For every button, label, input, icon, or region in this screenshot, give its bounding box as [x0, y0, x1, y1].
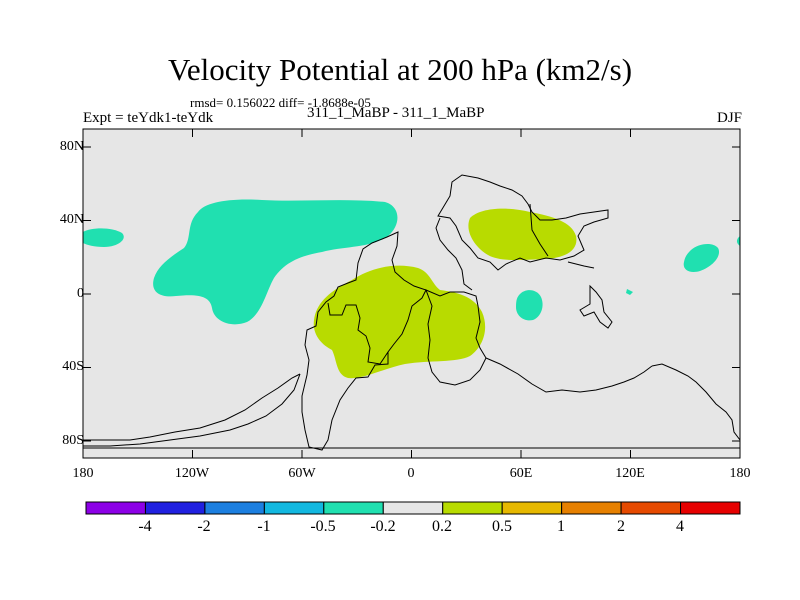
experiment-label: Expt = teYdk1-teYdk	[83, 110, 214, 126]
coast-antarctica	[83, 373, 301, 441]
colorbar-swatch	[382, 501, 444, 515]
lon-tick-label: 180	[72, 466, 94, 481]
stats-line: rmsd= 0.156022 diff= -1.8688e-05	[190, 95, 371, 110]
colorbar-label: -0.2	[370, 518, 396, 535]
lat-tick-label: 80S	[62, 433, 84, 448]
colorbar-label: 0.5	[492, 518, 512, 535]
colorbar-swatch	[680, 501, 741, 515]
colorbar-swatch	[144, 501, 206, 515]
pos-region-eurasia	[468, 208, 577, 261]
colorbar-label: 0.2	[432, 518, 452, 535]
axis-ticks	[82, 129, 741, 458]
lat-tick-label: 40N	[59, 212, 84, 227]
lat-tick-label: 40S	[62, 359, 84, 374]
lon-tick-label: 60W	[288, 466, 316, 481]
colorbar-label: -2	[197, 518, 211, 535]
colorbar-label: -1	[257, 518, 271, 535]
negative-anomaly-regions	[83, 199, 740, 325]
neg-region-north-pacific	[153, 199, 398, 325]
neg-region-west-pacific	[683, 244, 720, 272]
lat-tick-label: 80N	[59, 139, 84, 154]
coast-eurasia	[437, 174, 609, 271]
lon-tick-label: 120W	[174, 466, 210, 481]
case-label: 311_1_MaBP - 311_1_MaBP	[307, 105, 485, 121]
neg-region-east-edge	[736, 236, 740, 246]
lon-tick-label: 180	[729, 466, 751, 481]
colorbar-label: -4	[138, 518, 152, 535]
colorbar-swatch	[620, 501, 682, 515]
colorbar-swatch	[204, 501, 265, 515]
lon-tick-label: 0	[407, 466, 415, 481]
positive-anomaly-regions	[313, 208, 577, 379]
neg-region-west-edge	[83, 228, 124, 247]
season-label: DJF	[716, 110, 742, 126]
colorbar	[85, 501, 741, 515]
coast-america-edge	[83, 373, 301, 447]
coast-europe-detail	[435, 217, 473, 291]
map-title: Velocity Potential at 200 hPa (km2/s)	[167, 52, 633, 87]
colorbar-swatch	[263, 501, 325, 515]
pos-region-tropical-atlantic-africa	[313, 265, 486, 379]
colorbar-label: 1	[557, 518, 565, 535]
coast-americas	[301, 231, 427, 451]
colorbar-swatch	[85, 501, 146, 515]
continent-outlines	[83, 174, 741, 451]
coast-southeast-asia	[579, 284, 613, 329]
colorbar-label: -0.5	[310, 518, 336, 535]
lon-tick-label: 120E	[615, 466, 645, 481]
colorbar-label: 4	[676, 518, 684, 535]
colorbar-label: 2	[617, 518, 625, 535]
coast-ocean-boundary	[485, 357, 653, 393]
lat-tick-label: 0	[77, 286, 84, 301]
lon-tick-label: 60E	[509, 466, 533, 481]
neg-region-indian-ocean	[516, 290, 543, 321]
coast-south-america-inner	[327, 302, 389, 365]
colorbar-swatch	[442, 501, 503, 515]
coast-africa	[425, 289, 487, 386]
colorbar-swatch	[323, 501, 384, 515]
coast-eurasia-east	[529, 203, 595, 269]
neg-region-small-dot	[626, 289, 633, 295]
coast-australia	[651, 363, 741, 441]
colorbar-swatch	[561, 501, 622, 515]
colorbar-swatch	[501, 501, 563, 515]
